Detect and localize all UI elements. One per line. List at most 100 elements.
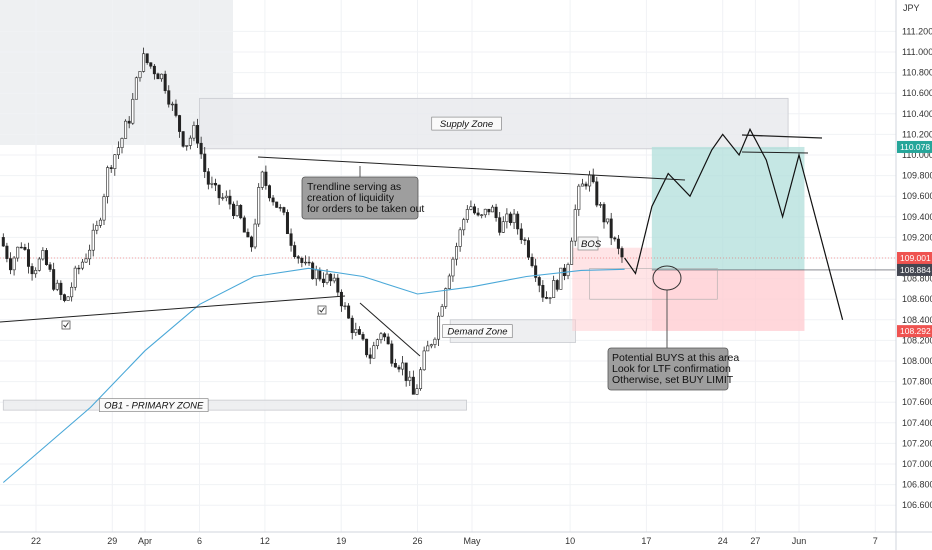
drawings[interactable] (0, 127, 844, 357)
candle-body (88, 249, 92, 260)
price-tick-label: 108.400 (902, 315, 932, 325)
price-tick-label: 107.000 (902, 459, 932, 469)
trade-box[interactable] (0, 146, 896, 331)
candle-body (152, 65, 156, 75)
price-tick-label: 106.800 (902, 480, 932, 490)
candle-body (188, 137, 192, 146)
callouts[interactable]: Trendline serving as creation of liquidi… (301, 176, 739, 391)
candle-body (196, 125, 200, 144)
time-tick-label: 29 (107, 536, 117, 546)
candle-body (149, 62, 153, 67)
callout-text: Look for LTF confirmation (612, 363, 731, 375)
zone-label-box (99, 398, 209, 412)
candle-body (228, 195, 232, 205)
candle-body (224, 195, 228, 198)
candle-body (66, 296, 70, 301)
candle-body (124, 120, 128, 139)
candle-body (5, 245, 9, 259)
price-tick-label: 106.600 (902, 500, 932, 510)
price-tick-label: 107.200 (902, 438, 932, 448)
order-block-zone (572, 247, 652, 331)
resistance-line[interactable] (741, 134, 823, 139)
price-tick-label: 110.000 (902, 150, 932, 160)
candle-body (314, 269, 318, 280)
candle-body (77, 267, 81, 270)
candle-body (505, 213, 509, 223)
stop-loss-zone (651, 269, 805, 331)
candle-body (534, 265, 538, 278)
zone-label: Demand Zone (447, 327, 507, 338)
candle-body (109, 167, 113, 169)
candle-body (102, 196, 106, 221)
candle-body (145, 53, 149, 64)
candle-body (580, 183, 584, 187)
candle-body (368, 354, 372, 359)
price-tick-label: 111.000 (902, 47, 932, 57)
zone-label: OB1 - PRIMARY ZONE (104, 401, 204, 412)
trendline-falling[interactable] (359, 302, 421, 357)
candle-body (267, 185, 271, 199)
time-axis[interactable]: 22 29 Apr 6 12 19 26 May 10 17 24 27 Jun 7 (0, 531, 932, 546)
candle-body (84, 258, 88, 263)
candle-body (321, 278, 325, 283)
candle-body (437, 315, 441, 340)
candle-body (383, 333, 387, 338)
candle-body (289, 233, 293, 246)
trendline-liquidity[interactable] (257, 156, 686, 181)
callout-text: Otherwise, set BUY LIMIT (612, 374, 734, 386)
price-tick-label: 110.400 (902, 109, 932, 119)
check-icon (61, 320, 71, 330)
time-tick-label: 10 (565, 536, 575, 546)
ema-line (2, 267, 625, 483)
time-tick-label: 17 (641, 536, 651, 546)
time-tick-label: May (463, 536, 481, 546)
time-tick-label: Apr (138, 536, 152, 546)
candle-body (401, 362, 405, 370)
candle-body (253, 223, 257, 248)
candle-body (433, 338, 437, 345)
resistance-line-lower[interactable] (741, 151, 809, 154)
candle-body (552, 280, 556, 298)
candle-body (372, 345, 376, 359)
candle-body (41, 250, 45, 260)
price-tick-label: 110.600 (902, 88, 932, 98)
callout-text: Trendline serving as (307, 181, 401, 193)
candle-body (116, 147, 120, 156)
callout-box[interactable] (301, 176, 419, 220)
candle-body (106, 167, 110, 197)
check-icon (317, 305, 327, 315)
candle-body (386, 336, 390, 345)
candle-body (239, 205, 243, 219)
candle-body (440, 306, 444, 317)
price-tag-label: 109.001 (900, 253, 931, 263)
candle-body (311, 262, 315, 280)
candle-body (181, 131, 185, 147)
candle-body (591, 174, 595, 183)
price-axis[interactable]: JPY 111.200 111.000 110.800 110.600 110.400 11… (895, 0, 932, 550)
price-tick-label: 109.200 (902, 232, 932, 242)
candle-body (458, 229, 462, 247)
price-tick-label: 107.600 (902, 397, 932, 407)
price-tag-label: 110.078 (900, 142, 930, 152)
buy-area-circle[interactable] (652, 265, 682, 291)
candle-body (419, 369, 423, 389)
candle-body (606, 218, 610, 223)
candle-body (498, 217, 502, 233)
candle-body (559, 267, 563, 290)
candle-body (296, 256, 300, 259)
bos-label-box[interactable] (577, 236, 599, 251)
candle-body (260, 171, 264, 188)
callout-box[interactable] (607, 347, 729, 391)
candle-body (537, 277, 541, 286)
trendline-support[interactable] (0, 295, 346, 323)
candle-body (429, 344, 433, 347)
candle-body (19, 246, 23, 249)
candle-body (469, 206, 473, 210)
time-tick-label: 22 (31, 536, 41, 546)
candle-body (257, 187, 261, 225)
candle-body (408, 376, 412, 381)
zone-label-box (431, 116, 502, 131)
candle-body (1, 237, 5, 247)
